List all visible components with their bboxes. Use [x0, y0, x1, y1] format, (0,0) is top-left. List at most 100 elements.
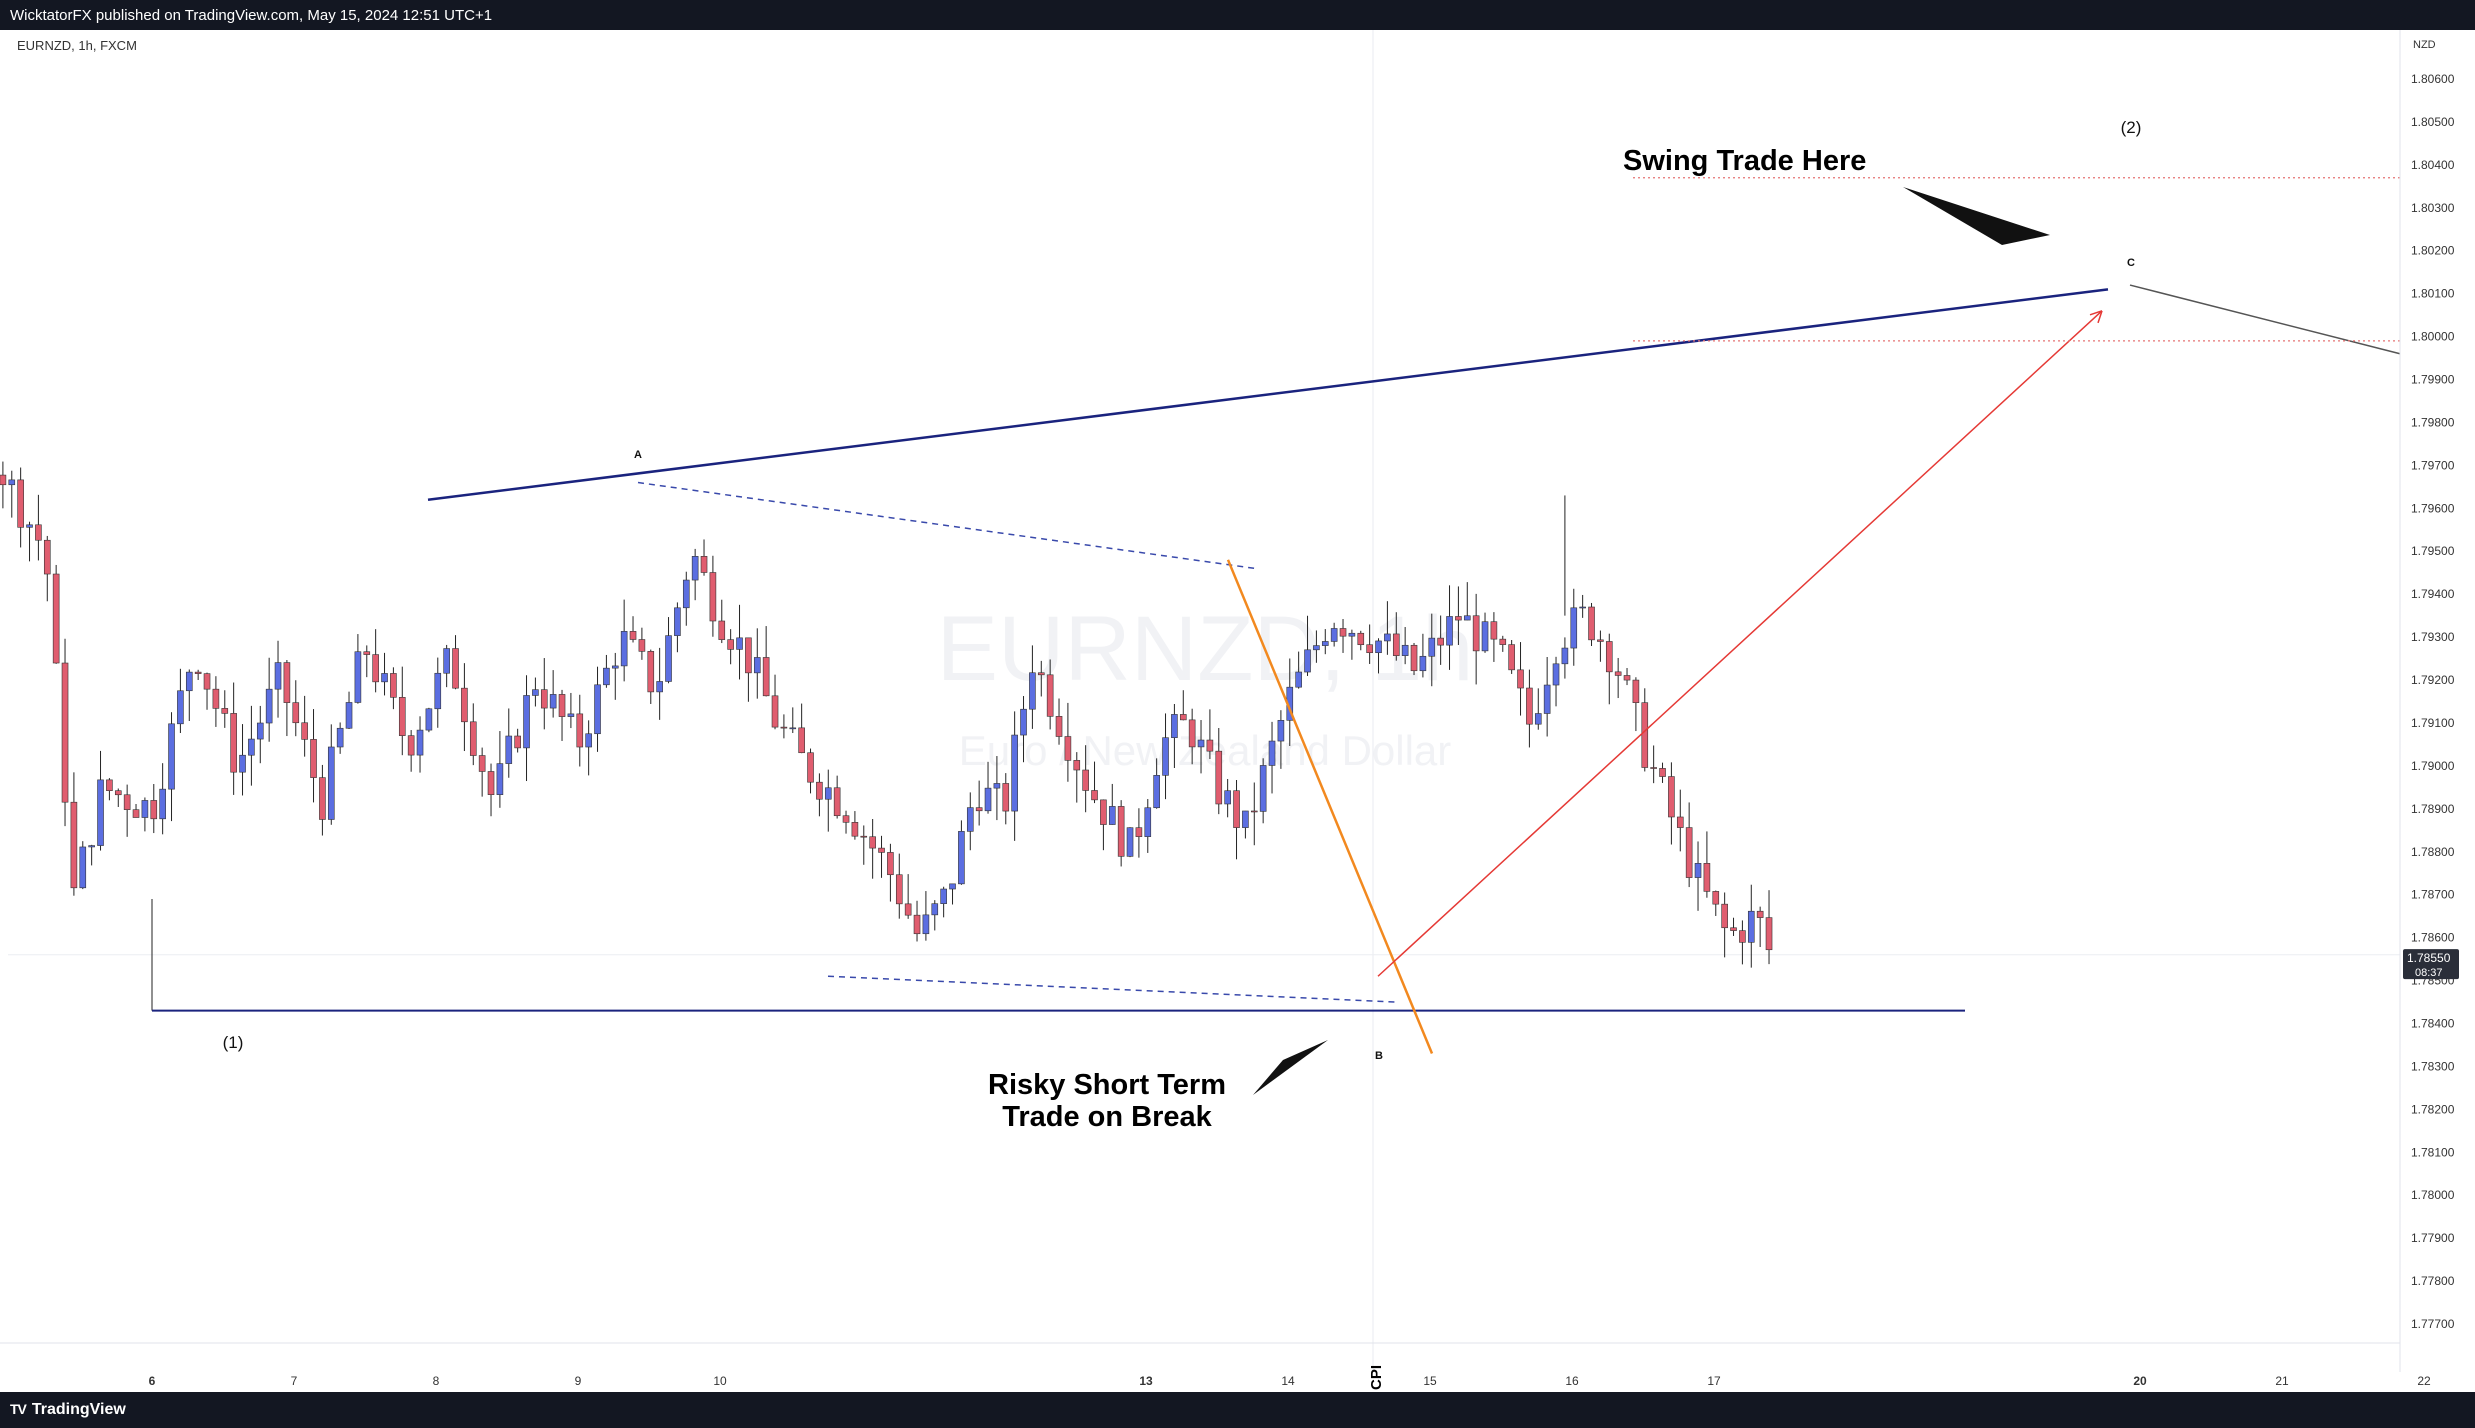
candle-body [8, 479, 16, 486]
price-tick-label: 1.78000 [2411, 1188, 2455, 1202]
candle-body [1233, 790, 1240, 828]
candle-body [1419, 655, 1427, 672]
candle-body [540, 689, 548, 709]
wave-label-b: B [1375, 1050, 1383, 1062]
post-c-line[interactable] [2129, 284, 2401, 355]
candle-body [61, 662, 69, 803]
candle-body [26, 524, 33, 528]
candle-body [1384, 633, 1391, 642]
candle-body [549, 694, 557, 709]
target-arrow-head [2089, 310, 2103, 324]
wave-label-a: A [634, 449, 642, 461]
candle-body [461, 687, 468, 723]
candle-body [239, 754, 246, 773]
candle-body [993, 783, 1001, 789]
candle-body [1765, 917, 1773, 951]
candle-body [762, 657, 770, 697]
price-tick-label: 1.78800 [2411, 845, 2455, 859]
candle-body [753, 657, 761, 674]
candle-body [52, 573, 60, 664]
candle-body [709, 572, 717, 622]
plot-area[interactable] [8, 30, 2400, 1372]
candle-body [1437, 637, 1444, 646]
tradingview-logo[interactable]: TV TradingView [10, 1401, 126, 1419]
time-tick-label: 14 [1281, 1374, 1295, 1388]
candle-body [1455, 616, 1462, 621]
event-marker-cpi: CPI [1368, 1365, 1385, 1390]
candle-body [1179, 714, 1187, 721]
candle-body [603, 667, 610, 686]
candle-body [1162, 737, 1169, 776]
price-tick-label: 1.79700 [2411, 458, 2455, 472]
candle-body [887, 852, 894, 876]
price-tick-label: 1.79200 [2411, 673, 2455, 687]
candle-body [452, 648, 459, 689]
upper-dashed-line[interactable] [637, 481, 1256, 570]
candle-body [1242, 810, 1249, 828]
candle-body [895, 874, 903, 905]
resistance-trendline[interactable] [427, 288, 2109, 501]
candle-body [1153, 775, 1160, 809]
candle-body [1135, 827, 1143, 837]
candle-body [1073, 760, 1081, 771]
candle-body [789, 727, 797, 730]
candle-body [1632, 679, 1640, 703]
candle-body [381, 673, 388, 683]
candle-body [123, 794, 131, 810]
price-chart[interactable]: EURNZD, 1h Euro / New Zealand Dollar (1) (2… [0, 30, 2475, 1392]
candle-body [1410, 644, 1418, 672]
candle-body [514, 735, 521, 749]
candle-body [922, 914, 930, 935]
candle-body [718, 620, 726, 640]
candle-body [1197, 739, 1205, 748]
candle-body [274, 662, 282, 690]
candle-body [1082, 769, 1089, 791]
candle-body [1064, 736, 1072, 761]
candle-body [390, 673, 397, 698]
candle-body [1304, 649, 1311, 673]
candle-body [682, 579, 690, 609]
candle-body [1277, 720, 1285, 742]
time-tick-label: 13 [1139, 1374, 1153, 1388]
candle-body [1676, 816, 1684, 828]
candle-body [114, 790, 122, 796]
candle-body [434, 672, 442, 710]
candle-body [1171, 714, 1178, 738]
price-tick-label: 1.79900 [2411, 373, 2455, 387]
candle-body [1428, 637, 1436, 657]
candle-body [221, 708, 229, 714]
price-tick-label: 1.78600 [2411, 931, 2455, 945]
candle-body [1499, 638, 1507, 645]
candle-body [620, 631, 628, 667]
candle-body [745, 637, 752, 674]
candle-body [0, 474, 7, 486]
candle-body [1366, 644, 1373, 654]
candle-body [1206, 739, 1214, 752]
target-arrow-line[interactable] [1377, 310, 2103, 977]
price-tick-label: 1.79400 [2411, 587, 2455, 601]
candle-body [1126, 827, 1134, 857]
candle-body [816, 781, 823, 800]
orange-trendline[interactable] [1226, 559, 1434, 1055]
candle-body [292, 702, 300, 724]
candle-body [780, 726, 788, 729]
candle-body [1108, 806, 1116, 825]
candle-body [931, 903, 939, 916]
candle-body [904, 903, 912, 916]
candle-body [878, 847, 885, 853]
candle-body [354, 651, 362, 703]
candle-body [168, 723, 175, 790]
candle-body [1339, 628, 1347, 637]
candle-body [1313, 645, 1320, 651]
time-tick-label: 10 [713, 1374, 727, 1388]
candle-body [159, 788, 166, 820]
candle-body [283, 662, 291, 703]
candle-body [1623, 675, 1631, 681]
candle-body [478, 755, 486, 772]
last-price-value: 1.78550 [2407, 951, 2451, 965]
callout-risky-line2: Trade on Break [1002, 1101, 1212, 1133]
candle-body [256, 722, 264, 740]
candle-body [1046, 674, 1054, 717]
candle-body [425, 708, 433, 731]
time-tick-label: 9 [575, 1374, 582, 1388]
